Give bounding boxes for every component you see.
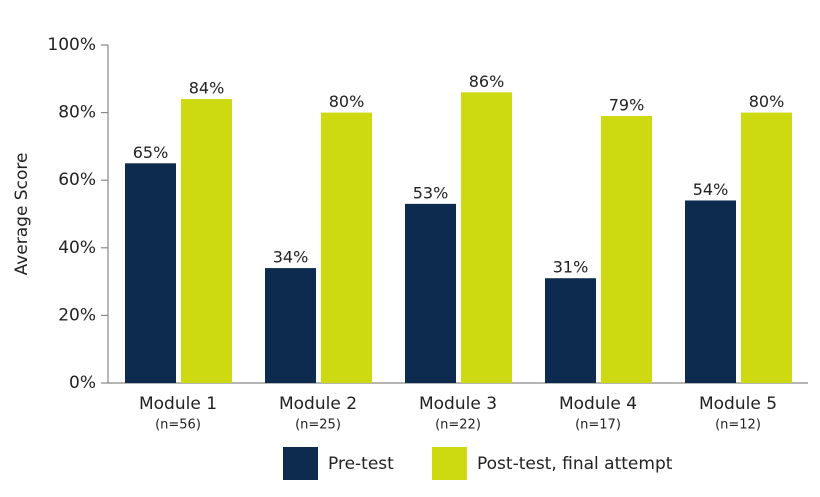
legend-label: Post-test, final attempt: [477, 454, 673, 474]
value-label: 86%: [469, 72, 505, 91]
bar: [405, 203, 456, 383]
bar: [265, 268, 316, 383]
x-tick-label: Module 4: [559, 394, 637, 414]
value-label: 80%: [749, 92, 785, 111]
legend-swatch: [283, 447, 318, 480]
value-label: 80%: [329, 92, 365, 111]
bar: [741, 112, 792, 383]
x-tick-label: Module 1: [139, 394, 217, 414]
bar: [321, 112, 372, 383]
y-tick-label: 0%: [69, 373, 96, 393]
x-tick-sublabel: (n=56): [155, 418, 201, 433]
y-tick-label: 80%: [58, 103, 96, 123]
y-axis-label: Average Score: [12, 153, 32, 276]
x-tick-label: Module 2: [279, 394, 357, 414]
x-tick-label: Module 3: [419, 394, 497, 414]
value-label: 84%: [189, 79, 225, 98]
x-tick-sublabel: (n=25): [295, 418, 341, 433]
legend-swatch: [432, 447, 467, 480]
x-tick-sublabel: (n=17): [575, 418, 621, 433]
y-tick-label: 20%: [58, 305, 96, 325]
value-label: 31%: [553, 258, 589, 277]
bar: [601, 115, 652, 383]
value-label: 53%: [413, 183, 449, 202]
y-tick-label: 60%: [58, 170, 96, 190]
value-label: 34%: [273, 248, 309, 267]
x-tick-label: Module 5: [699, 394, 777, 414]
y-tick-label: 100%: [47, 35, 96, 55]
value-label: 65%: [133, 143, 169, 162]
x-tick-sublabel: (n=22): [435, 418, 481, 433]
bar: [461, 92, 512, 383]
bar: [545, 278, 596, 383]
bar: [125, 163, 176, 383]
bar: [181, 99, 232, 383]
bar: [685, 200, 736, 383]
x-tick-sublabel: (n=12): [715, 418, 761, 433]
value-label: 79%: [609, 95, 645, 114]
y-tick-label: 40%: [58, 238, 96, 258]
value-label: 54%: [693, 180, 729, 199]
legend-label: Pre-test: [328, 454, 394, 474]
